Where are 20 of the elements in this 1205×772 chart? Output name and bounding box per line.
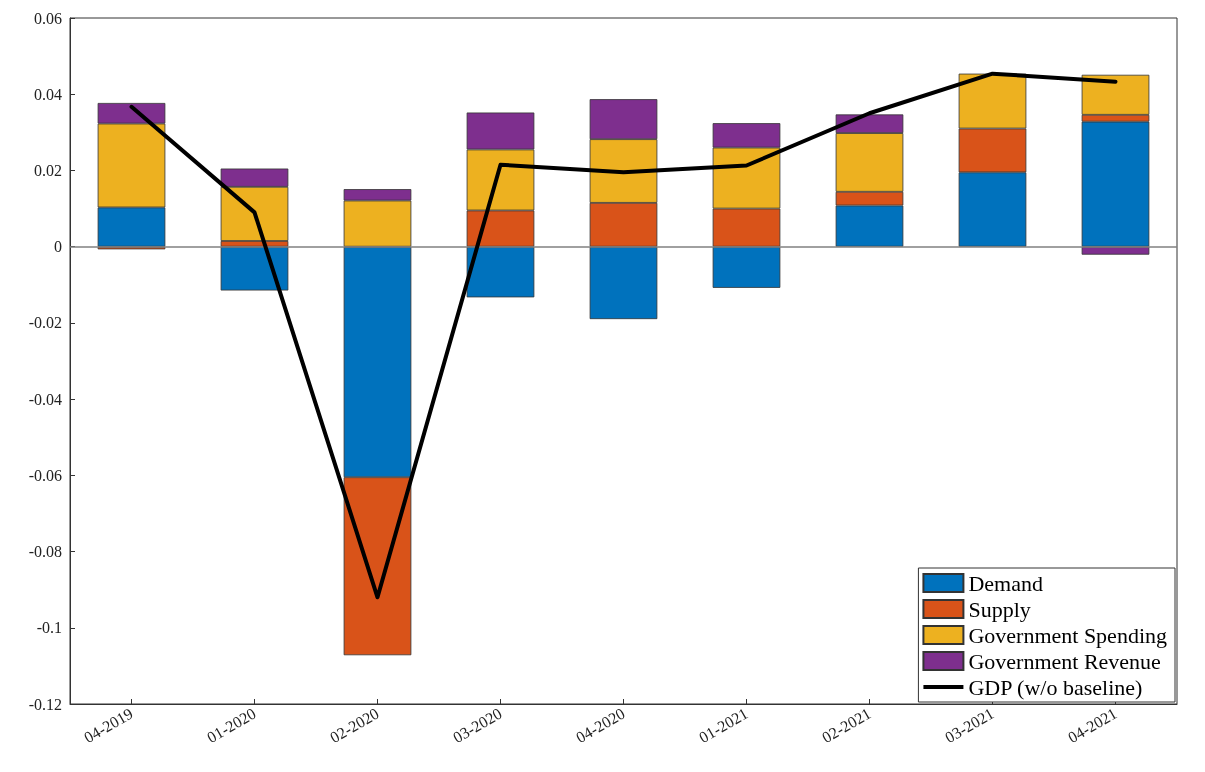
y-tick-label: 0 — [54, 238, 62, 256]
y-tick-label: 0.02 — [34, 161, 62, 179]
y-tick-label: -0.1 — [36, 619, 62, 637]
bar — [466, 246, 535, 298]
y-tick-label: 0.06 — [34, 9, 62, 27]
y-tick-label: -0.12 — [28, 695, 62, 713]
legend-label: Demand — [968, 570, 1043, 596]
legend-label: GDP (w/o baseline) — [968, 674, 1143, 700]
legend-label: Government Revenue — [968, 648, 1161, 674]
bar — [589, 246, 658, 320]
bar — [220, 246, 289, 291]
line-series — [129, 71, 1118, 600]
y-tick-label: -0.02 — [28, 314, 62, 332]
legend-label: Supply — [968, 596, 1031, 622]
y-tick-label: -0.06 — [28, 466, 62, 484]
legend-label: Government Spending — [968, 622, 1168, 648]
bar — [712, 246, 781, 288]
y-tick-label: -0.08 — [28, 543, 62, 561]
y-tick-label: 0.04 — [34, 85, 62, 103]
y-tick-label: -0.04 — [28, 390, 62, 408]
